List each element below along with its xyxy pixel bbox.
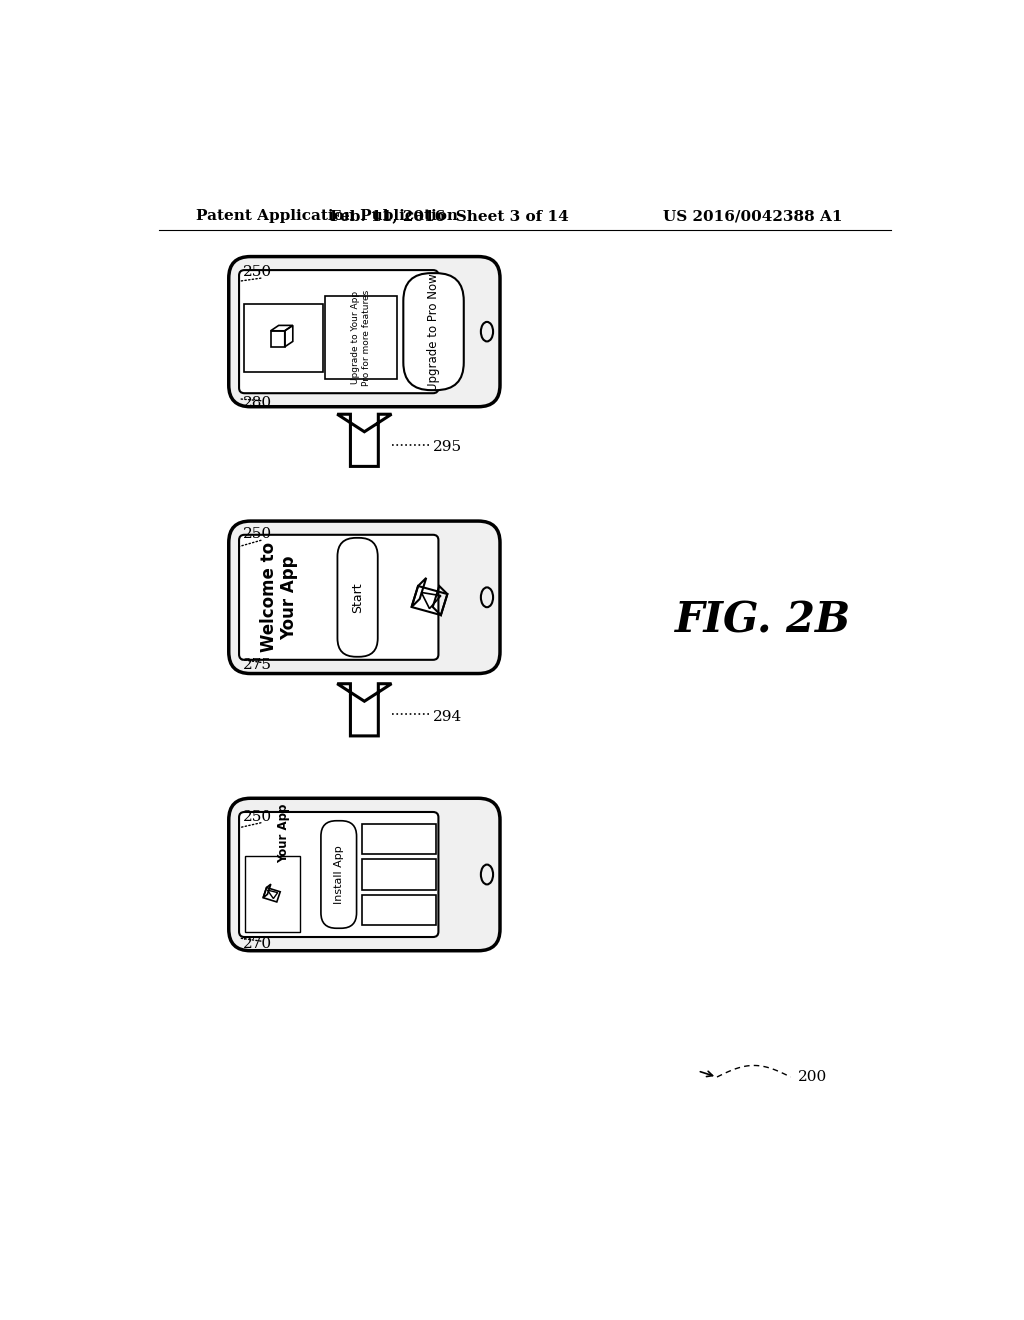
Text: 270: 270 (243, 937, 271, 950)
Text: 294: 294 (432, 710, 462, 723)
Polygon shape (337, 684, 391, 737)
FancyBboxPatch shape (239, 535, 438, 660)
Text: 250: 250 (243, 527, 271, 541)
FancyBboxPatch shape (403, 273, 464, 391)
Bar (244, 304, 324, 372)
Text: 280: 280 (243, 396, 271, 411)
FancyBboxPatch shape (239, 812, 438, 937)
Text: 250: 250 (243, 809, 271, 824)
Bar (361, 859, 436, 890)
FancyBboxPatch shape (228, 799, 500, 950)
FancyBboxPatch shape (228, 521, 500, 673)
Text: Start: Start (351, 582, 365, 612)
FancyBboxPatch shape (239, 271, 438, 393)
Ellipse shape (481, 587, 494, 607)
Bar (325, 296, 396, 379)
Text: 275: 275 (243, 659, 271, 672)
FancyBboxPatch shape (228, 256, 500, 407)
Text: 200: 200 (799, 1071, 827, 1084)
Text: Install App: Install App (334, 845, 344, 904)
Text: Feb. 11, 2016  Sheet 3 of 14: Feb. 11, 2016 Sheet 3 of 14 (331, 209, 569, 223)
Ellipse shape (481, 322, 494, 342)
Bar (361, 895, 436, 924)
Text: 295: 295 (432, 440, 462, 454)
Text: Patent Application Publication: Patent Application Publication (197, 209, 458, 223)
Text: Welcome to
Your App: Welcome to Your App (259, 543, 298, 652)
Text: 250: 250 (243, 265, 271, 280)
Bar (361, 825, 436, 854)
Ellipse shape (481, 865, 494, 884)
Text: Upgrade to Pro Now: Upgrade to Pro Now (427, 273, 440, 391)
Text: FIG. 2B: FIG. 2B (676, 599, 852, 642)
Text: Upgrade to Your App
Pro for more features: Upgrade to Your App Pro for more feature… (350, 289, 371, 385)
Polygon shape (337, 414, 391, 466)
Bar (246, 857, 300, 932)
Text: Your App: Your App (278, 804, 291, 863)
FancyBboxPatch shape (338, 537, 378, 657)
Text: US 2016/0042388 A1: US 2016/0042388 A1 (663, 209, 843, 223)
FancyBboxPatch shape (321, 821, 356, 928)
